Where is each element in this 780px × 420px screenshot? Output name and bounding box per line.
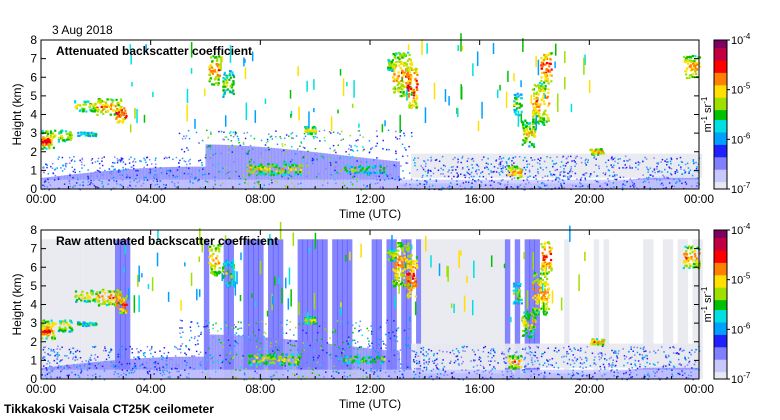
cloud-feature	[682, 245, 702, 270]
y-tick-label: 3	[30, 126, 37, 140]
cloud-feature	[57, 129, 73, 143]
y-tick-label: 1	[30, 163, 37, 177]
colorbar-tick-label: 10-7	[731, 371, 751, 386]
x-tick-label: 00:00	[684, 192, 714, 206]
y-tick-label: 0	[30, 182, 37, 196]
colorbar-frame	[713, 39, 728, 190]
y-tick-label: 8	[30, 33, 37, 47]
cloud-feature	[57, 319, 74, 333]
panel-2: Raw attenuated backscatter coefficient00…	[10, 221, 751, 411]
cloud-feature	[247, 353, 302, 367]
cloud-feature	[589, 338, 606, 346]
colorbar-tick-label: 10-5	[731, 82, 751, 97]
colorbar-tick-label: 10-5	[731, 272, 751, 287]
y-axis-label: Height (km)	[10, 83, 24, 145]
x-tick-label: 12:00	[355, 382, 385, 396]
cloud-feature	[589, 148, 605, 156]
x-tick-label: 20:00	[574, 192, 604, 206]
cloud-feature	[386, 248, 397, 262]
cloud-feature	[392, 51, 414, 98]
footer-label: Tikkakoski Vaisala CT25K ceilometer	[4, 402, 214, 416]
cloud-feature	[531, 81, 551, 127]
cloud-feature	[512, 282, 523, 305]
x-tick-label: 16:00	[465, 192, 495, 206]
cloud-feature	[222, 69, 236, 98]
x-tick-label: 00:00	[26, 382, 56, 396]
y-tick-label: 2	[30, 145, 37, 159]
cloud-feature	[387, 59, 397, 72]
y-tick-label: 0	[30, 372, 37, 386]
colorbar-tick-label: 10-6	[731, 321, 751, 336]
x-tick-label: 00:00	[26, 192, 56, 206]
cloud-feature	[304, 315, 318, 326]
cloud-feature	[521, 309, 537, 339]
cloud-feature	[540, 52, 553, 83]
x-tick-label: 08:00	[245, 192, 275, 206]
y-tick-label: 8	[30, 223, 37, 237]
cloud-feature	[246, 162, 304, 177]
x-tick-label: 16:00	[465, 382, 495, 396]
y-tick-label: 1	[30, 353, 37, 367]
cloud-feature	[344, 164, 386, 175]
y-axis-label: Height (km)	[10, 273, 24, 335]
x-axis-label: Time (UTC)	[339, 207, 401, 221]
cloud-feature	[41, 136, 52, 147]
colorbar-frame	[713, 229, 728, 380]
cloud-feature	[507, 354, 523, 370]
x-axis-label: Time (UTC)	[339, 397, 401, 411]
cloud-feature	[540, 241, 554, 273]
cloud-feature	[115, 293, 129, 314]
colorbar-unit-label: m-1 sr-1	[700, 96, 714, 132]
panel-title: Attenuated backscatter coefficient	[56, 44, 252, 58]
x-tick-label: 20:00	[574, 382, 604, 396]
cloud-feature	[77, 131, 98, 138]
date-label: 3 Aug 2018	[52, 23, 113, 37]
cloud-feature	[208, 55, 222, 87]
colorbar: 10-4 10-5 10-6 10-7 m-1 sr-1	[700, 222, 751, 386]
colorbar-tick-label: 10-4	[731, 222, 751, 237]
cloud-feature	[342, 354, 386, 365]
x-tick-label: 12:00	[355, 192, 385, 206]
cloud-feature	[513, 92, 523, 117]
cloud-feature	[73, 100, 98, 113]
cloud-feature	[405, 256, 419, 299]
colorbar-tick-label: 10-6	[731, 131, 751, 146]
x-tick-label: 04:00	[136, 382, 166, 396]
cloud-feature	[507, 164, 523, 180]
y-tick-label: 4	[30, 298, 37, 312]
cloud-feature	[41, 326, 52, 337]
y-tick-label: 6	[30, 70, 37, 84]
backscatter-field	[41, 221, 703, 381]
y-tick-label: 6	[30, 260, 37, 274]
backscatter-field	[41, 33, 703, 191]
y-tick-label: 2	[30, 335, 37, 349]
colorbar-tick-label: 10-7	[731, 181, 751, 196]
y-tick-label: 7	[30, 52, 37, 66]
y-tick-label: 7	[30, 242, 37, 256]
x-tick-label: 08:00	[245, 382, 275, 396]
colorbar: 10-4 10-5 10-6 10-7 m-1 sr-1	[700, 32, 751, 196]
cloud-feature	[74, 289, 98, 303]
colorbar-tick-label: 10-4	[731, 32, 751, 47]
x-tick-label: 04:00	[136, 192, 166, 206]
y-tick-label: 5	[30, 279, 37, 293]
cloud-feature	[76, 321, 98, 328]
y-tick-label: 3	[30, 316, 37, 330]
y-tick-label: 4	[30, 108, 37, 122]
cloud-feature	[115, 104, 128, 124]
x-tick-label: 00:00	[684, 382, 714, 396]
panel-title: Raw attenuated backscatter coefficient	[56, 234, 278, 248]
colorbar-unit-label: m-1 sr-1	[700, 286, 714, 322]
cloud-feature	[208, 244, 222, 277]
y-tick-label: 5	[30, 89, 37, 103]
